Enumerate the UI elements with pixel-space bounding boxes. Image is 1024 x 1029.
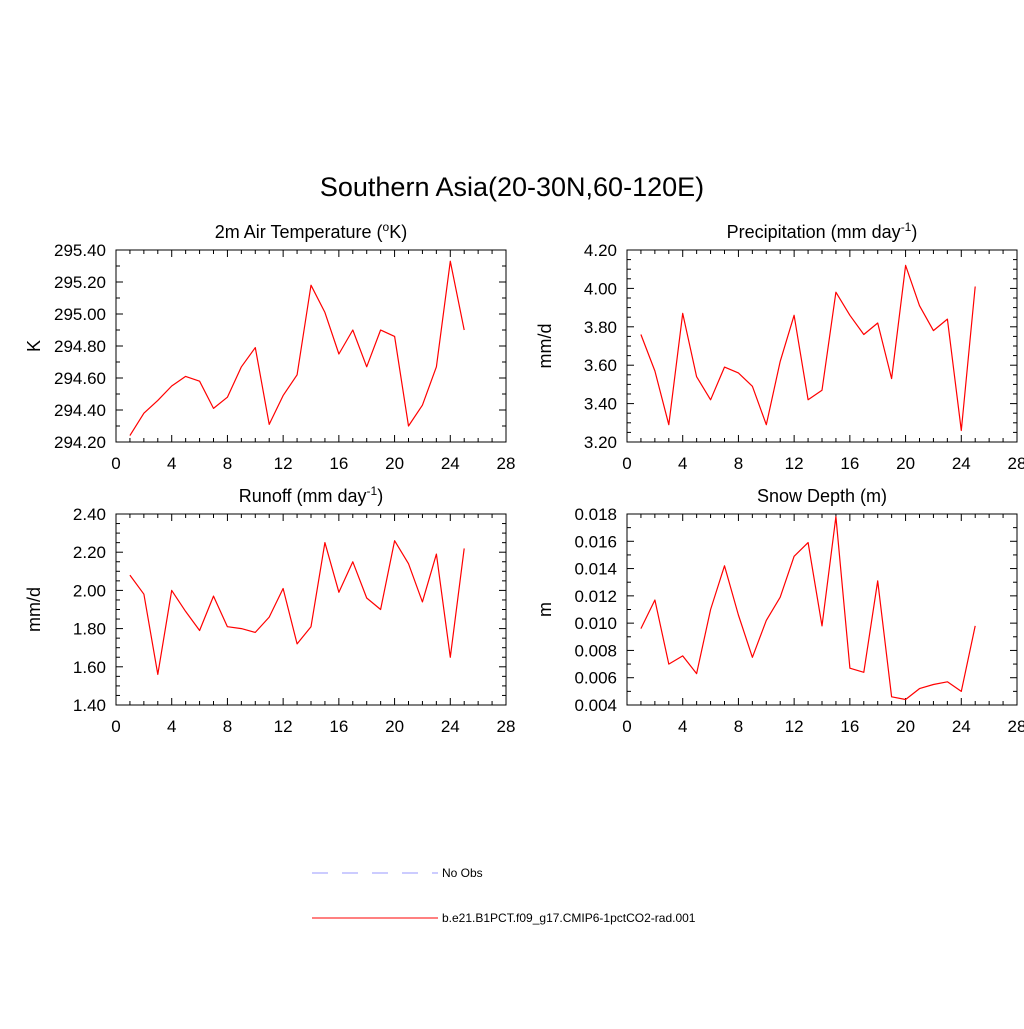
figure-title: Southern Asia(20-30N,60-120E) (320, 172, 704, 202)
panel-title-suffix: K) (389, 222, 407, 242)
y-axis-label: mm/d (24, 587, 44, 632)
plot-frame (115, 513, 507, 706)
x-tick-label: 12 (274, 454, 293, 473)
x-tick-label: 20 (896, 454, 915, 473)
x-tick-label: 28 (497, 454, 516, 473)
legend-label-2: b.e21.B1PCT.f09_g17.CMIP6-1pctCO2-rad.00… (442, 911, 696, 925)
series-line (129, 540, 465, 676)
y-tick-label: 294.60 (54, 369, 106, 388)
x-tick-label: 28 (1008, 454, 1024, 473)
panel-title-superscript: -1 (367, 484, 378, 498)
y-tick-label: 294.20 (54, 433, 106, 452)
x-tick-label: 8 (223, 717, 232, 736)
x-tick-label: 0 (622, 454, 631, 473)
y-tick-label: 3.60 (584, 356, 617, 375)
chart-panel-4: Snow Depth (m) m 0 4 8 12 16 20 24 28 0.004 0.006 0.… (535, 486, 1024, 736)
y-tick-label: 295.00 (54, 305, 106, 324)
x-tick-label: 16 (840, 454, 859, 473)
series-line (640, 264, 976, 432)
y-tick-label: 3.20 (584, 433, 617, 452)
x-tick-label: 8 (734, 454, 743, 473)
y-axis-label: m (535, 602, 555, 617)
plot-frame (626, 513, 1018, 706)
series-line (640, 516, 976, 701)
x-tick-label: 28 (1008, 717, 1024, 736)
panel-title: Snow Depth (m) (757, 486, 887, 506)
x-tick-label: 0 (111, 717, 120, 736)
panel-title: 2m Air Temperature (oK) (215, 220, 407, 242)
x-tick-label: 8 (734, 717, 743, 736)
x-tick-label: 12 (785, 717, 804, 736)
x-tick-label: 20 (385, 454, 404, 473)
y-tick-label: 2.40 (73, 505, 106, 524)
legend: No Obs b.e21.B1PCT.f09_g17.CMIP6-1pctCO2-… (312, 866, 696, 925)
y-tick-label: 0.012 (574, 587, 617, 606)
y-tick-label: 0.016 (574, 532, 617, 551)
y-tick-label: 1.40 (73, 696, 106, 715)
y-tick-label: 0.010 (574, 614, 617, 633)
y-tick-label: 2.20 (73, 543, 106, 562)
y-tick-label: 1.80 (73, 620, 106, 639)
plot-frame (626, 249, 1018, 443)
x-tick-label: 24 (441, 454, 460, 473)
panels: 2m Air Temperature (oK) K 0 4 8 12 16 20 24 28 294… (24, 220, 1024, 736)
panel-title-superscript: o (383, 220, 390, 234)
x-tick-label: 4 (167, 717, 176, 736)
panel-title: Precipitation (mm day-1) (727, 220, 918, 242)
y-tick-label: 2.00 (73, 581, 106, 600)
x-tick-label: 28 (497, 717, 516, 736)
legend-label-1: No Obs (442, 866, 483, 880)
y-tick-label: 0.014 (574, 560, 617, 579)
x-tick-label: 12 (785, 454, 804, 473)
panel-title-text: Snow Depth (m) (757, 486, 887, 506)
panel-title-suffix: ) (377, 486, 383, 506)
y-axis-label: K (24, 340, 44, 352)
y-tick-label: 295.40 (54, 241, 106, 260)
y-tick-label: 294.80 (54, 337, 106, 356)
chart-panel-3: Runoff (mm day-1) mm/d 0 4 8 12 16 20 24 28 1.40 1.… (24, 484, 515, 736)
x-tick-label: 20 (385, 717, 404, 736)
y-tick-label: 0.008 (574, 641, 617, 660)
x-tick-label: 20 (896, 717, 915, 736)
series-line (129, 260, 465, 436)
panel-title-superscript: -1 (901, 220, 912, 234)
x-tick-label: 16 (329, 717, 348, 736)
x-tick-label: 0 (622, 717, 631, 736)
x-tick-label: 16 (840, 717, 859, 736)
panel-title-text: Precipitation (mm day (727, 222, 901, 242)
y-tick-label: 1.60 (73, 658, 106, 677)
chart-panel-1: 2m Air Temperature (oK) K 0 4 8 12 16 20 24 28 294… (24, 220, 515, 473)
x-tick-label: 12 (274, 717, 293, 736)
y-tick-label: 0.004 (574, 696, 617, 715)
y-tick-label: 295.20 (54, 273, 106, 292)
y-tick-label: 294.40 (54, 401, 106, 420)
x-tick-label: 24 (952, 454, 971, 473)
x-tick-label: 16 (329, 454, 348, 473)
y-tick-label: 3.80 (584, 318, 617, 337)
y-tick-label: 0.018 (574, 505, 617, 524)
y-tick-label: 0.006 (574, 669, 617, 688)
x-tick-label: 24 (441, 717, 460, 736)
y-axis-label: mm/d (535, 324, 555, 369)
y-tick-label: 3.40 (584, 395, 617, 414)
x-tick-label: 24 (952, 717, 971, 736)
x-tick-label: 4 (678, 454, 687, 473)
panel-title-text: Runoff (mm day (239, 486, 367, 506)
y-tick-label: 4.00 (584, 279, 617, 298)
panel-title: Runoff (mm day-1) (239, 484, 383, 506)
panel-title-text: 2m Air Temperature ( (215, 222, 383, 242)
chart-panel-2: Precipitation (mm day-1) mm/d 0 4 8 12 16 20 24 2… (535, 220, 1024, 473)
y-tick-label: 4.20 (584, 241, 617, 260)
x-tick-label: 4 (678, 717, 687, 736)
x-tick-label: 8 (223, 454, 232, 473)
panel-title-suffix: ) (911, 222, 917, 242)
x-tick-label: 4 (167, 454, 176, 473)
x-tick-label: 0 (111, 454, 120, 473)
